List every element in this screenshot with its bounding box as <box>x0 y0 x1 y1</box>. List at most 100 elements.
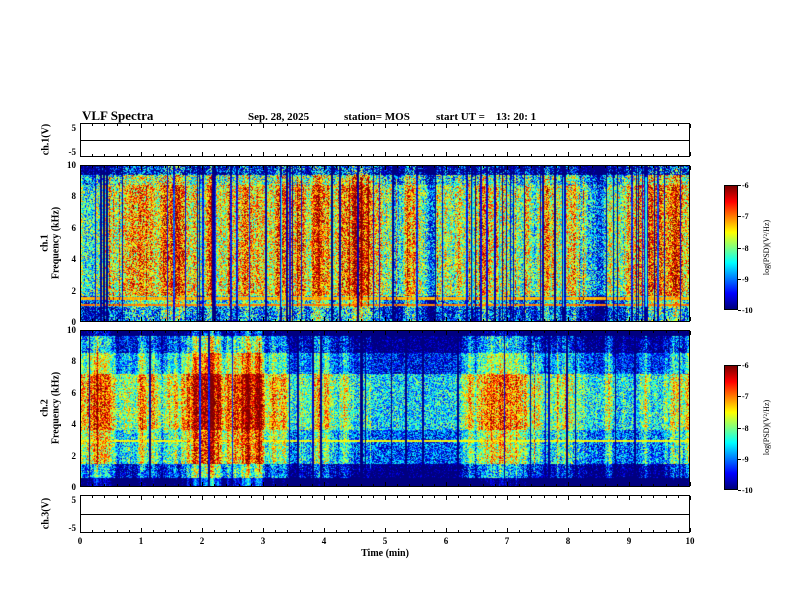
ch1-spectrogram-ylabel-channel: ch.1 <box>39 234 51 252</box>
x-minor-tick-mark <box>641 484 642 486</box>
x-minor-tick-mark <box>605 530 606 532</box>
station-label: station= MOS <box>344 111 410 123</box>
x-minor-tick-mark <box>422 331 423 333</box>
x-tick-mark <box>324 317 325 321</box>
x-minor-tick-mark <box>470 319 471 321</box>
x-minor-tick-mark <box>214 530 215 532</box>
x-minor-tick-mark <box>409 124 410 126</box>
x-minor-tick-mark <box>287 331 288 333</box>
ch1-voltage-panel <box>80 123 690 157</box>
x-minor-tick-mark <box>300 496 301 498</box>
x-tick-mark <box>568 317 569 321</box>
x-minor-tick-mark <box>605 484 606 486</box>
x-minor-tick-mark <box>666 496 667 498</box>
x-tick-mark <box>80 152 81 156</box>
x-minor-tick-mark <box>678 154 679 156</box>
x-minor-tick-mark <box>458 166 459 168</box>
x-tick-mark <box>568 124 569 128</box>
colorbar-tick-mark <box>738 490 741 491</box>
x-minor-tick-mark <box>409 319 410 321</box>
x-minor-tick-mark <box>275 154 276 156</box>
x-tick-mark <box>141 317 142 321</box>
x-minor-tick-mark <box>458 496 459 498</box>
x-minor-tick-mark <box>129 319 130 321</box>
x-minor-tick-mark <box>470 496 471 498</box>
x-minor-tick-mark <box>275 166 276 168</box>
x-tick-mark <box>141 496 142 500</box>
y-tick-label: 5 <box>71 495 77 505</box>
x-tick-mark <box>629 152 630 156</box>
y-tick-label: 10 <box>67 325 76 335</box>
x-minor-tick-mark <box>531 166 532 168</box>
x-minor-tick-mark <box>214 124 215 126</box>
x-minor-tick-mark <box>483 166 484 168</box>
plot-title: VLF Spectra <box>82 108 154 123</box>
x-minor-tick-mark <box>190 530 191 532</box>
x-minor-tick-mark <box>251 319 252 321</box>
x-tick-mark <box>629 166 630 170</box>
colorbar-tick-label: -6 <box>742 361 749 370</box>
x-tick-mark <box>446 152 447 156</box>
x-minor-tick-mark <box>104 166 105 168</box>
x-minor-tick-mark <box>666 166 667 168</box>
x-minor-tick-mark <box>226 496 227 498</box>
x-minor-tick-mark <box>544 530 545 532</box>
x-minor-tick-mark <box>422 166 423 168</box>
y-tick-label: 6 <box>71 222 77 233</box>
x-tick-mark <box>202 166 203 170</box>
x-minor-tick-mark <box>483 154 484 156</box>
x-minor-tick-mark <box>678 166 679 168</box>
colorbar-tick-mark <box>738 248 741 249</box>
x-minor-tick-mark <box>470 166 471 168</box>
x-minor-tick-mark <box>312 331 313 333</box>
x-minor-tick-mark <box>580 331 581 333</box>
x-minor-tick-mark <box>275 530 276 532</box>
x-minor-tick-mark <box>434 484 435 486</box>
x-minor-tick-mark <box>556 331 557 333</box>
x-minor-tick-mark <box>580 319 581 321</box>
x-minor-tick-mark <box>361 319 362 321</box>
x-minor-tick-mark <box>641 124 642 126</box>
x-minor-tick-mark <box>495 166 496 168</box>
x-minor-tick-mark <box>178 530 179 532</box>
x-minor-tick-mark <box>422 154 423 156</box>
x-minor-tick-mark <box>312 124 313 126</box>
x-minor-tick-mark <box>117 484 118 486</box>
x-tick-mark <box>690 152 691 156</box>
x-minor-tick-mark <box>336 166 337 168</box>
x-minor-tick-mark <box>653 484 654 486</box>
x-minor-tick-mark <box>666 530 667 532</box>
x-minor-tick-mark <box>495 530 496 532</box>
x-minor-tick-mark <box>458 331 459 333</box>
x-minor-tick-mark <box>531 154 532 156</box>
ch1-spectrogram-ylabel: ch.1 Frequency (kHz) <box>40 165 62 322</box>
x-minor-tick-mark <box>348 154 349 156</box>
x-minor-tick-mark <box>336 496 337 498</box>
x-minor-tick-mark <box>117 154 118 156</box>
x-tick-label: 10 <box>685 536 695 546</box>
x-minor-tick-mark <box>153 496 154 498</box>
x-minor-tick-mark <box>495 124 496 126</box>
x-minor-tick-mark <box>373 166 374 168</box>
x-minor-tick-mark <box>617 319 618 321</box>
colorbar-tick-label: -7 <box>742 212 749 222</box>
x-tick-mark <box>507 124 508 128</box>
x-minor-tick-mark <box>592 496 593 498</box>
x-minor-tick-mark <box>483 124 484 126</box>
x-tick-mark <box>324 496 325 500</box>
x-minor-tick-mark <box>361 496 362 498</box>
colorbar-tick-mark <box>738 428 741 429</box>
x-tick-mark <box>446 166 447 170</box>
x-minor-tick-mark <box>470 124 471 126</box>
ch3-voltage-panel <box>80 495 690 533</box>
x-minor-tick-mark <box>287 319 288 321</box>
x-minor-tick-mark <box>605 166 606 168</box>
x-tick-mark <box>507 331 508 335</box>
x-minor-tick-mark <box>300 319 301 321</box>
x-minor-tick-mark <box>348 166 349 168</box>
x-tick-mark <box>324 528 325 532</box>
x-minor-tick-mark <box>653 124 654 126</box>
x-tick-mark <box>202 496 203 500</box>
ch1-voltage-trace <box>81 140 689 141</box>
